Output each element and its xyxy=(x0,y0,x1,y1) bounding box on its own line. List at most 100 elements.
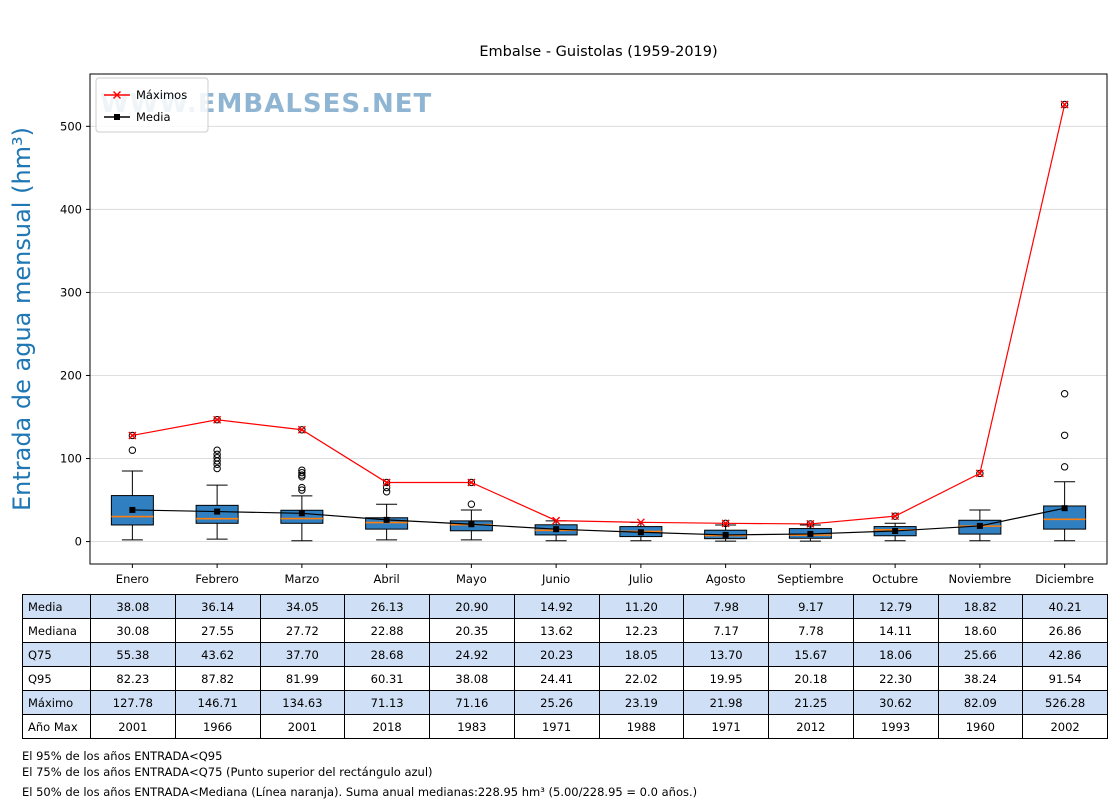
outlier-point xyxy=(298,483,306,492)
table-cell: 1993 xyxy=(852,714,939,739)
media-marker xyxy=(383,516,390,523)
x-tick-label: Febrero xyxy=(195,572,238,586)
table-cell: 9.17 xyxy=(768,594,854,619)
y-axis-label: Entrada de agua mensual (hm³) xyxy=(8,127,36,511)
table-cell: 82.23 xyxy=(90,666,176,691)
media-marker xyxy=(807,530,814,537)
table-cell: 24.41 xyxy=(513,666,600,691)
table-cell: 23.19 xyxy=(598,690,685,715)
media-marker xyxy=(468,521,475,528)
table-cell: 71.13 xyxy=(344,690,430,715)
table-cell: 37.70 xyxy=(259,642,346,667)
table-cell: 30.08 xyxy=(90,618,176,643)
outlier-point xyxy=(298,486,306,494)
table-cell: 12.23 xyxy=(598,618,685,643)
x-tick-label: Septiembre xyxy=(777,572,844,586)
outlier-point xyxy=(1060,100,1069,109)
table-cell: 71.16 xyxy=(429,690,515,715)
table-cell: 21.98 xyxy=(683,690,769,715)
table-cell: 81.99 xyxy=(259,666,346,691)
x-tick-label: Julio xyxy=(628,572,653,586)
table-cell: 27.55 xyxy=(174,618,261,643)
legend-box xyxy=(95,77,209,133)
y-tick-label: 200 xyxy=(60,368,82,382)
table-cell: 18.82 xyxy=(937,594,1024,619)
x-tick-label: Diciembre xyxy=(1035,572,1094,586)
table-cell: 1983 xyxy=(429,714,515,739)
maximos-marker xyxy=(806,519,815,528)
outlier-point xyxy=(298,468,306,477)
table-row-label: Año Max xyxy=(22,714,91,739)
outlier-point xyxy=(382,483,391,492)
y-tick-label: 300 xyxy=(60,285,82,299)
table-cell: 27.72 xyxy=(259,618,346,643)
legend-square-marker-icon xyxy=(114,114,120,120)
table-cell: 18.06 xyxy=(852,642,939,667)
table-cell: 146.71 xyxy=(174,690,261,715)
table-cell: 28.68 xyxy=(344,642,430,667)
table-row: Media 38.08 36.14 34.05 26.13 20.90 14.92 11.20… xyxy=(22,594,1108,619)
outlier-point xyxy=(213,446,221,454)
x-tick-label: Enero xyxy=(116,572,149,586)
table-cell: 34.05 xyxy=(259,594,346,619)
table-row: Máximo 127.78 146.71 134.63 71.13 71.16 25.26 2… xyxy=(22,690,1108,715)
media-marker xyxy=(637,529,644,536)
media-line xyxy=(132,507,1065,536)
maximos-marker xyxy=(975,469,984,478)
x-tick-label: Marzo xyxy=(284,572,319,586)
table-cell: 21.25 xyxy=(768,690,854,715)
media-marker xyxy=(722,531,729,538)
boxplot-Abril xyxy=(365,478,409,541)
table-cell: 2002 xyxy=(1022,714,1108,739)
table-cell: 87.82 xyxy=(174,666,261,691)
x-tick-label: Agosto xyxy=(706,572,746,586)
table-cell: 82.09 xyxy=(937,690,1024,715)
outlier-point xyxy=(298,471,306,479)
table-cell: 91.54 xyxy=(1022,666,1108,691)
table-cell: 1966 xyxy=(174,714,261,739)
maximos-marker xyxy=(1060,100,1069,109)
table-row: Mediana 30.08 27.55 27.72 22.88 20.35 13.62 12.… xyxy=(22,618,1108,643)
table-cell: 18.60 xyxy=(937,618,1024,643)
table-cell: 127.78 xyxy=(90,690,176,715)
table-cell: 22.02 xyxy=(598,666,685,691)
footnote-q75: El 75% de los años ENTRADA<Q75 (Punto su… xyxy=(22,765,433,779)
footnote-q95: El 95% de los años ENTRADA<Q95 xyxy=(22,749,223,763)
boxplot-Febrero xyxy=(195,416,239,540)
maximos-marker xyxy=(213,415,222,424)
table-row-label: Media xyxy=(22,594,91,619)
table-cell: 2001 xyxy=(90,714,176,739)
chart-title: Embalse - Guistolas (1959-2019) xyxy=(479,44,718,60)
x-tick-label: Junio xyxy=(541,572,570,586)
outlier-point xyxy=(976,469,984,478)
table-row: Q75 55.38 43.62 37.70 28.68 24.92 20.23 18.05 13… xyxy=(22,642,1108,667)
table-cell: 20.35 xyxy=(429,618,515,643)
table-cell: 38.08 xyxy=(90,594,176,619)
table-cell: 25.26 xyxy=(513,690,600,715)
y-tick-label: 100 xyxy=(60,452,82,466)
table-cell: 20.18 xyxy=(768,666,854,691)
table-cell: 12.79 xyxy=(852,594,939,619)
maximos-marker xyxy=(128,431,137,440)
y-tick-label: 500 xyxy=(60,119,82,133)
table-cell: 14.11 xyxy=(852,618,939,643)
table-row: Q95 82.23 87.82 81.99 60.31 38.08 24.41 22.02 19… xyxy=(22,666,1108,691)
table-row: Año Max 2001 1966 2001 2018 1983 1971 1988 1971 2… xyxy=(22,714,1108,739)
plot-frame xyxy=(89,73,1108,565)
table-cell: 7.17 xyxy=(683,618,769,643)
x-tick-label: Abril xyxy=(373,572,399,586)
table-cell: 43.62 xyxy=(174,642,261,667)
table-row-label: Q75 xyxy=(22,642,91,667)
legend: Máximos Media xyxy=(95,77,209,133)
table-cell: 7.98 xyxy=(683,594,769,619)
table-cell: 7.78 xyxy=(768,618,854,643)
stats-table: Media 38.08 36.14 34.05 26.13 20.90 14.92 11.20… xyxy=(22,594,1108,739)
media-marker xyxy=(892,527,899,534)
table-cell: 13.70 xyxy=(683,642,769,667)
table-cell: 36.14 xyxy=(174,594,261,619)
table-cell: 20.90 xyxy=(429,594,515,619)
table-cell: 18.05 xyxy=(598,642,685,667)
legend-x-marker-icon xyxy=(113,91,121,99)
table-row-label: Máximo xyxy=(22,690,91,715)
table-cell: 26.86 xyxy=(1022,618,1108,643)
